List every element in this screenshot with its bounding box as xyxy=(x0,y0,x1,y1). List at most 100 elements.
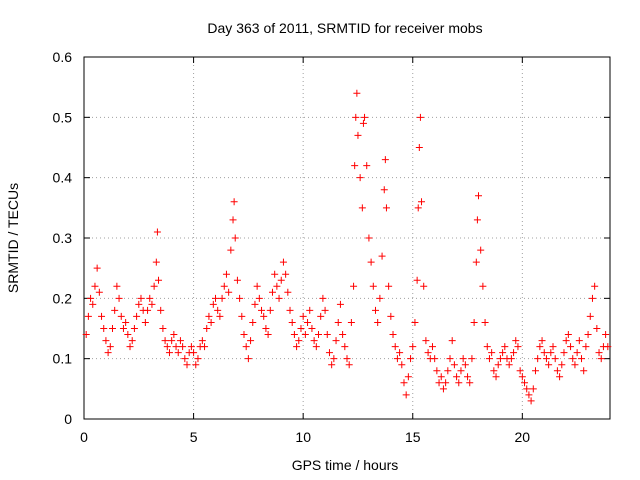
data-point xyxy=(382,204,390,212)
data-point xyxy=(312,343,320,351)
data-point xyxy=(266,306,274,314)
data-point xyxy=(356,174,364,182)
data-point xyxy=(108,325,116,332)
data-point xyxy=(271,270,279,278)
data-point xyxy=(341,343,349,351)
data-point xyxy=(308,325,316,332)
data-point xyxy=(87,294,95,302)
data-point xyxy=(343,355,351,363)
data-point xyxy=(229,216,237,224)
data-point xyxy=(317,312,325,320)
data-point xyxy=(534,355,542,363)
data-point xyxy=(414,204,422,212)
data-point xyxy=(556,373,564,381)
data-point xyxy=(398,361,406,369)
data-point xyxy=(604,343,612,351)
data-point xyxy=(102,337,110,345)
data-point xyxy=(227,246,235,254)
data-point xyxy=(135,300,143,308)
data-point xyxy=(321,306,329,314)
data-point xyxy=(163,343,171,351)
data-point xyxy=(490,367,498,375)
data-point xyxy=(547,349,555,357)
y-tick-label: 0.4 xyxy=(53,170,73,186)
data-point xyxy=(437,373,445,381)
data-point xyxy=(560,349,568,357)
data-point xyxy=(420,282,428,290)
data-point xyxy=(104,349,112,357)
data-point xyxy=(580,367,588,375)
data-point xyxy=(168,337,176,345)
data-point xyxy=(424,349,432,357)
data-point xyxy=(457,367,465,375)
data-point xyxy=(413,276,421,284)
data-point xyxy=(602,331,610,339)
data-point xyxy=(352,113,360,121)
data-point xyxy=(400,379,408,387)
data-point xyxy=(433,367,441,375)
data-point xyxy=(293,343,301,351)
data-point xyxy=(249,318,257,326)
data-point xyxy=(301,331,309,339)
data-point xyxy=(277,276,285,284)
data-point xyxy=(499,349,507,357)
data-point xyxy=(242,343,250,351)
data-point xyxy=(128,337,136,345)
data-point xyxy=(571,361,579,369)
data-point xyxy=(179,343,187,351)
data-point xyxy=(431,355,439,363)
data-point xyxy=(117,312,125,320)
data-point xyxy=(542,355,550,363)
data-point xyxy=(111,306,119,314)
data-point xyxy=(170,331,178,339)
data-point xyxy=(240,331,248,339)
x-tick-label: 0 xyxy=(80,429,88,445)
data-point xyxy=(409,343,417,351)
data-point xyxy=(345,361,353,369)
data-point xyxy=(353,89,361,97)
data-point xyxy=(225,288,233,296)
data-point xyxy=(325,349,333,357)
data-point xyxy=(152,258,160,266)
data-point xyxy=(238,312,246,320)
data-point xyxy=(371,306,379,314)
data-point xyxy=(201,343,209,351)
data-point xyxy=(527,397,535,405)
data-point xyxy=(159,325,167,332)
grid-lines xyxy=(84,57,610,419)
data-point xyxy=(529,385,537,393)
data-point xyxy=(231,234,239,242)
x-tick-label: 5 xyxy=(190,429,198,445)
data-point xyxy=(416,113,424,121)
data-point xyxy=(536,343,544,351)
data-point xyxy=(205,312,213,320)
data-point xyxy=(157,306,165,314)
data-point xyxy=(354,131,362,139)
data-point xyxy=(339,331,347,339)
data-point xyxy=(586,312,594,320)
data-point xyxy=(521,379,529,387)
data-point xyxy=(334,318,342,326)
data-points xyxy=(82,89,612,405)
data-point xyxy=(351,162,359,170)
data-point xyxy=(578,355,586,363)
data-point xyxy=(115,294,123,302)
data-point xyxy=(113,282,121,290)
data-point xyxy=(212,294,219,302)
data-point xyxy=(251,300,259,308)
y-tick-label: 0.6 xyxy=(53,49,73,65)
data-point xyxy=(361,113,369,121)
data-point xyxy=(494,361,502,369)
data-point xyxy=(286,306,294,314)
data-point xyxy=(304,318,312,326)
data-point xyxy=(297,325,305,332)
data-point xyxy=(367,258,375,266)
data-point xyxy=(393,355,401,363)
data-point xyxy=(82,331,90,339)
data-point xyxy=(510,349,518,357)
data-point xyxy=(255,294,263,302)
data-point xyxy=(323,331,331,339)
data-point xyxy=(365,234,373,242)
data-point xyxy=(176,337,184,345)
data-point xyxy=(89,300,97,308)
